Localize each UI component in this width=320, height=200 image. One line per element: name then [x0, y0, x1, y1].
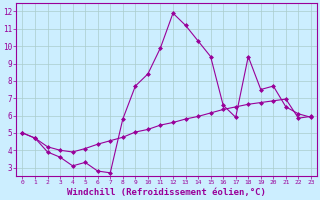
X-axis label: Windchill (Refroidissement éolien,°C): Windchill (Refroidissement éolien,°C) [67, 188, 266, 197]
